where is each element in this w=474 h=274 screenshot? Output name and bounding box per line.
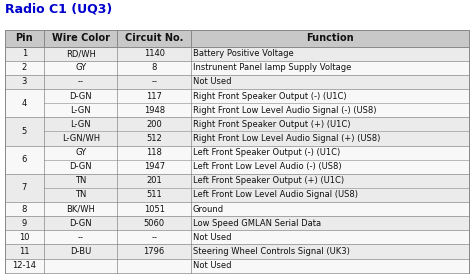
Text: --: -- [78,78,84,86]
Bar [5,145,469,174]
Text: 5060: 5060 [144,219,165,228]
Text: Pin: Pin [16,33,33,43]
Text: 201: 201 [146,176,162,185]
Text: Right Front Low Level Audio Signal (+) (US8): Right Front Low Level Audio Signal (+) (… [193,134,380,143]
Text: Not Used: Not Used [193,78,231,86]
Text: 1051: 1051 [144,205,164,213]
Text: 5: 5 [22,127,27,136]
Text: Left Front Speaker Output (+) (U1C): Left Front Speaker Output (+) (U1C) [193,176,344,185]
Bar [5,75,469,89]
Text: L-GN: L-GN [70,106,91,115]
Text: Right Front Speaker Output (-) (U1C): Right Front Speaker Output (-) (U1C) [193,92,346,101]
Text: 511: 511 [146,190,162,199]
Text: 8: 8 [152,63,157,72]
Text: TN: TN [75,176,86,185]
Bar [5,244,469,258]
Text: 117: 117 [146,92,162,101]
Text: Right Front Speaker Output (+) (U1C): Right Front Speaker Output (+) (U1C) [193,120,350,129]
Text: 3: 3 [22,78,27,86]
Text: Radio C1 (UQ3): Radio C1 (UQ3) [5,3,112,16]
Text: Battery Positive Voltage: Battery Positive Voltage [193,49,293,58]
Bar [5,117,469,145]
Text: Left Front Low Level Audio (-) (US8): Left Front Low Level Audio (-) (US8) [193,162,341,171]
Text: 4: 4 [22,99,27,108]
Text: TN: TN [75,190,86,199]
Text: 1947: 1947 [144,162,165,171]
Text: 1948: 1948 [144,106,165,115]
Text: Left Front Speaker Output (-) (U1C): Left Front Speaker Output (-) (U1C) [193,148,340,157]
Text: Low Speed GMLAN Serial Data: Low Speed GMLAN Serial Data [193,219,321,228]
Text: 512: 512 [146,134,162,143]
Text: Circuit No.: Circuit No. [125,33,183,43]
Bar [5,230,469,244]
Text: GY: GY [75,63,86,72]
Bar [5,216,469,230]
Text: 118: 118 [146,148,162,157]
Bar [5,47,469,61]
Text: Steering Wheel Controls Signal (UK3): Steering Wheel Controls Signal (UK3) [193,247,350,256]
Bar [5,89,469,117]
Text: D-GN: D-GN [69,162,92,171]
Text: --: -- [78,233,84,242]
Text: L-GN/WH: L-GN/WH [62,134,100,143]
Text: L-GN: L-GN [70,120,91,129]
Bar [5,61,469,75]
Text: Not Used: Not Used [193,261,231,270]
Text: BK/WH: BK/WH [66,205,95,213]
Text: 7: 7 [22,183,27,192]
Text: D-GN: D-GN [69,92,92,101]
Text: 6: 6 [22,155,27,164]
Text: Not Used: Not Used [193,233,231,242]
Text: 11: 11 [19,247,29,256]
Text: 2: 2 [22,63,27,72]
Text: 1140: 1140 [144,49,164,58]
Text: 8: 8 [22,205,27,213]
Bar [5,258,469,273]
Bar [5,174,469,202]
Text: Ground: Ground [193,205,224,213]
Text: Right Front Low Level Audio Signal (-) (US8): Right Front Low Level Audio Signal (-) (… [193,106,376,115]
Text: D-GN: D-GN [69,219,92,228]
Text: --: -- [151,233,157,242]
Text: 200: 200 [146,120,162,129]
Text: Instrunent Panel lamp Supply Voltage: Instrunent Panel lamp Supply Voltage [193,63,351,72]
Text: D-BU: D-BU [70,247,91,256]
Text: GY: GY [75,148,86,157]
Bar [5,202,469,216]
Text: Wire Color: Wire Color [52,33,109,43]
Text: 1: 1 [22,49,27,58]
Text: RD/WH: RD/WH [66,49,96,58]
Text: Function: Function [306,33,354,43]
Text: Left Front Low Level Audio Signal (US8): Left Front Low Level Audio Signal (US8) [193,190,358,199]
Bar [5,30,469,47]
Text: 9: 9 [22,219,27,228]
Text: 1796: 1796 [144,247,165,256]
Text: 10: 10 [19,233,29,242]
Text: 12-14: 12-14 [12,261,36,270]
Text: --: -- [151,78,157,86]
